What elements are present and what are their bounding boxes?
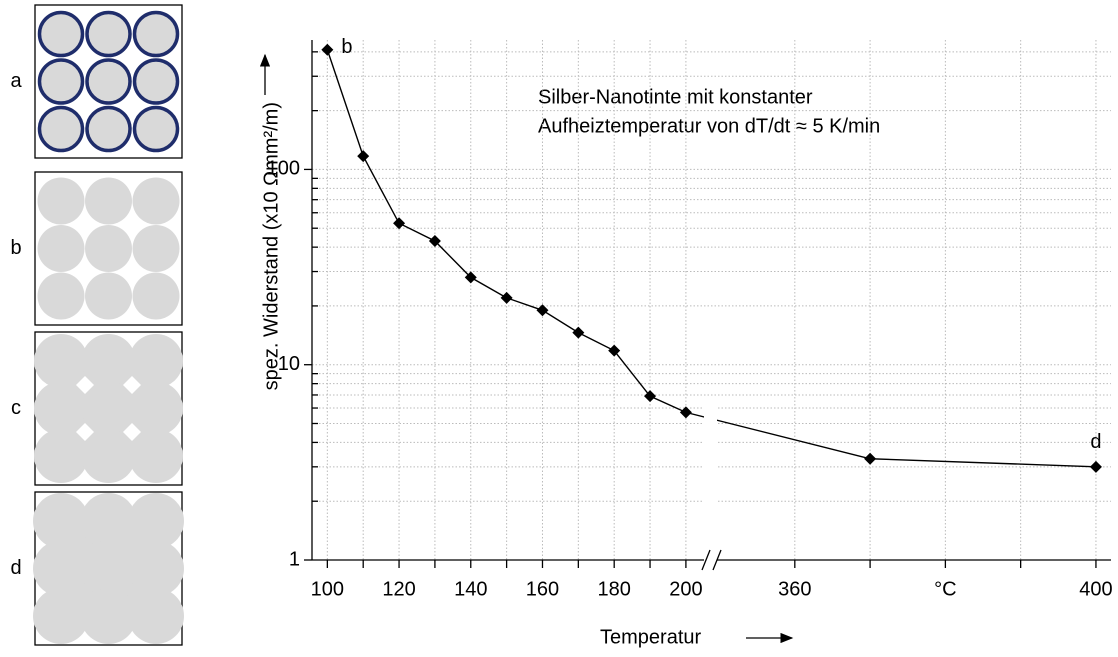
particle [80, 540, 137, 597]
particle [85, 10, 132, 58]
pore [123, 423, 141, 441]
particle [37, 177, 85, 225]
marker [608, 344, 621, 357]
particle [37, 272, 85, 320]
particle [85, 58, 132, 105]
x-tick-label: 200 [669, 578, 702, 600]
marker [679, 406, 692, 419]
particle [132, 225, 180, 272]
marker [321, 43, 334, 56]
x-tick-label: 160 [526, 578, 559, 600]
particle [81, 429, 136, 483]
panel-label: a [10, 70, 22, 92]
particle [85, 177, 132, 225]
panel-label: c [11, 397, 21, 419]
marker [464, 271, 477, 284]
note-line: Aufheiztemperatur von dT/dt ≈ 5 K/min [538, 115, 880, 137]
marker [357, 150, 370, 163]
particle [33, 493, 89, 549]
particle [132, 58, 180, 105]
marker [393, 217, 406, 230]
particle [85, 105, 132, 153]
particle [132, 177, 180, 225]
x-tick-label: °C [934, 578, 956, 600]
pore [76, 376, 94, 394]
particle [80, 588, 137, 644]
y-tick-label: 100 [267, 158, 300, 180]
particle [37, 10, 85, 58]
marker [644, 390, 657, 403]
particle [81, 381, 136, 436]
marker [572, 326, 585, 339]
particle [37, 58, 85, 105]
particle [33, 588, 89, 644]
particle [81, 334, 136, 388]
x-tick-label: 120 [382, 578, 415, 600]
particle [128, 540, 184, 597]
note-line: Silber-Nanotinte mit konstanter [538, 86, 813, 108]
x-tick-label: 180 [598, 578, 631, 600]
particle [34, 381, 88, 436]
particle [129, 429, 183, 483]
particle [34, 429, 88, 483]
marker [864, 452, 877, 465]
particle [85, 225, 132, 272]
axis-break-gap [704, 400, 717, 572]
particle [129, 381, 183, 436]
x-tick-label: 360 [778, 578, 811, 600]
marker [500, 291, 513, 304]
y-tick-label: 10 [278, 353, 300, 375]
particle [128, 588, 184, 644]
point-label: b [341, 36, 352, 58]
marker [536, 304, 549, 317]
pore [76, 423, 94, 441]
particle [34, 334, 88, 388]
particle [129, 334, 183, 388]
particle [37, 225, 85, 272]
axis-break [701, 549, 711, 571]
particle [80, 493, 137, 549]
panel-label: d [10, 557, 21, 579]
axis-break [712, 549, 722, 571]
point-label: d [1090, 431, 1101, 453]
particle [132, 272, 180, 320]
y-axis-label: spez. Widerstand (x10 Ωmm²/m) [260, 102, 282, 390]
particle [85, 272, 132, 320]
x-axis-label: Temperatur [600, 626, 701, 648]
particle [132, 10, 180, 58]
y-tick-label: 1 [289, 548, 300, 570]
pore [123, 376, 141, 394]
x-tick-label: 140 [454, 578, 487, 600]
marker [428, 235, 441, 248]
particle [37, 105, 85, 153]
particle [33, 540, 89, 597]
marker [1089, 460, 1102, 473]
x-tick-label: 400 [1079, 578, 1112, 600]
particle [128, 493, 184, 549]
x-tick-label: 100 [311, 578, 344, 600]
panel-label: b [10, 237, 21, 259]
particle [132, 105, 180, 153]
